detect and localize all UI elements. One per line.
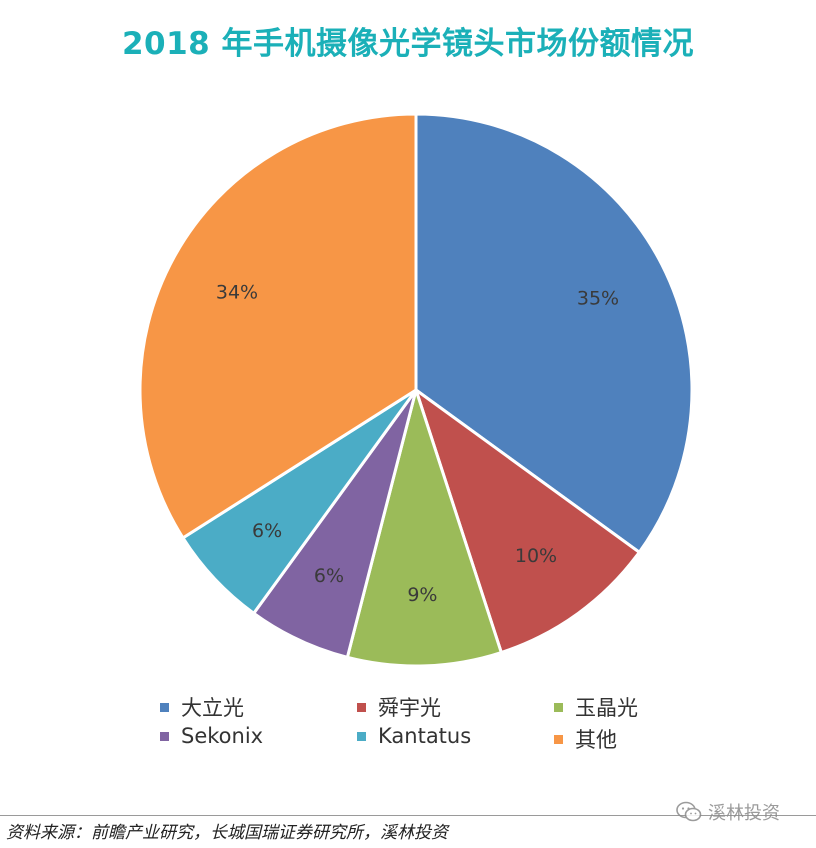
pie-slice — [414, 112, 694, 554]
legend-swatch — [357, 702, 366, 712]
slice-label: 9% — [407, 584, 437, 606]
slice-label: 35% — [577, 287, 619, 309]
pie-slice — [414, 388, 641, 654]
pie-slice-labels: 35% 10% 9% 6% 6% 34% — [216, 282, 619, 606]
pie-slices — [138, 112, 694, 668]
legend-item: Sekonix — [160, 724, 263, 748]
pie-slice — [345, 388, 503, 668]
legend-swatch — [554, 734, 563, 744]
legend-label: Kantatus — [378, 724, 472, 748]
legend-label: 大立光 — [181, 696, 244, 720]
legend-item: 玉晶光 — [554, 692, 638, 722]
pie-slice — [138, 112, 418, 540]
legend-item: 大立光 — [160, 692, 244, 722]
legend-label: Sekonix — [181, 724, 264, 748]
wechat-icon — [676, 801, 702, 822]
legend-label: 玉晶光 — [575, 696, 638, 720]
chart-title: 2018 年手机摄像光学镜头市场份额情况 — [121, 26, 695, 62]
source-divider — [0, 815, 816, 816]
watermark: 溪林投资 — [676, 798, 780, 826]
legend-swatch — [554, 702, 563, 712]
legend-swatch — [357, 731, 366, 741]
legend-item: Kantatus — [357, 724, 471, 748]
legend-label: 其他 — [575, 728, 617, 752]
source-note: 资料来源：前瞻产业研究，长城国瑞证券研究所，溪林投资 — [6, 823, 448, 843]
slice-label: 10% — [515, 545, 557, 567]
slice-label: 34% — [216, 282, 258, 304]
slice-label: 6% — [314, 565, 344, 587]
legend-swatch — [160, 731, 169, 741]
legend-item: 舜宇光 — [357, 692, 441, 722]
slice-label: 6% — [252, 520, 282, 542]
legend-swatch — [160, 702, 169, 712]
legend-label: 舜宇光 — [378, 696, 441, 720]
pie-chart: 35% 10% 9% 6% 6% 34% — [138, 112, 694, 668]
legend-item: 其他 — [554, 724, 617, 754]
watermark-text: 溪林投资 — [708, 803, 780, 824]
